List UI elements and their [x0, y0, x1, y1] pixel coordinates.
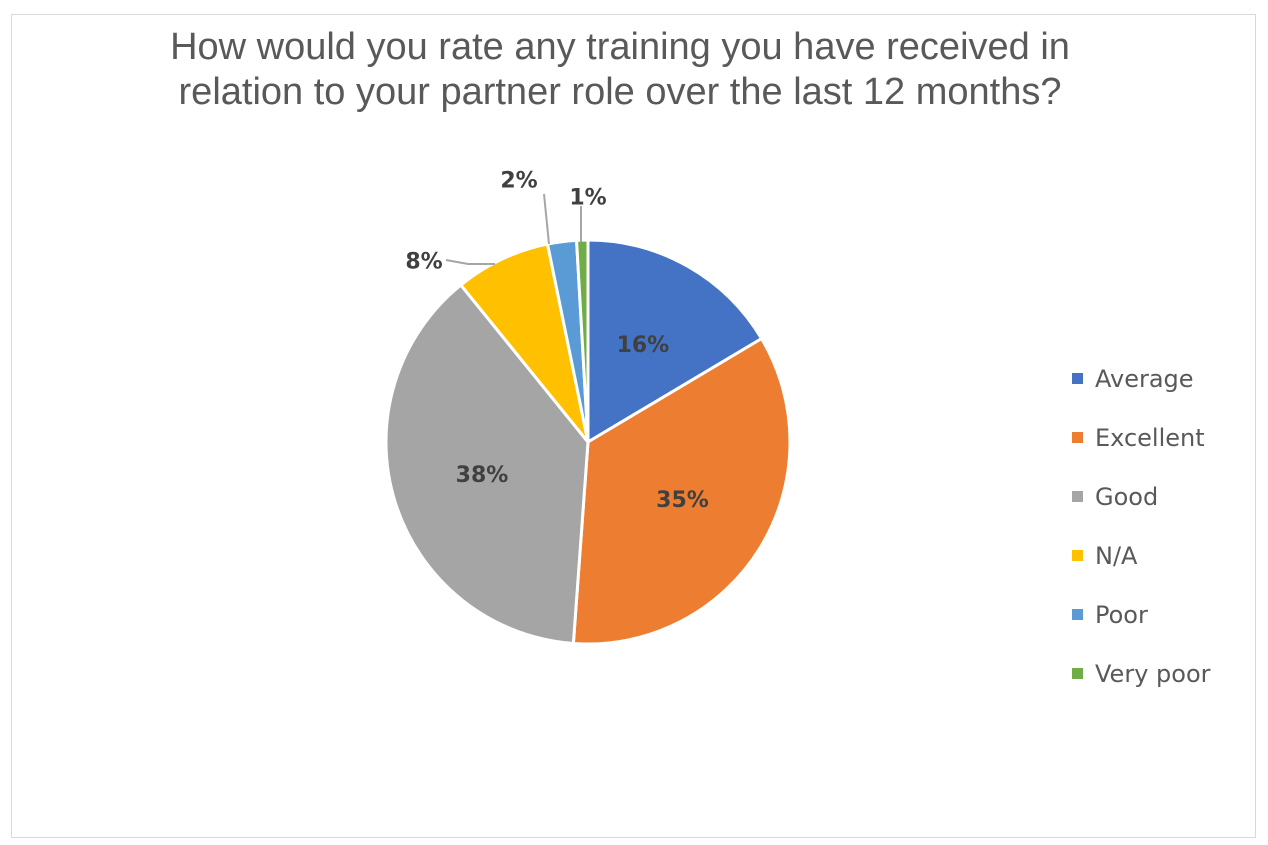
legend-label: Very poor [1095, 659, 1211, 688]
data-label-average: 16% [617, 333, 670, 358]
data-label-very-poor: 1% [569, 186, 606, 211]
legend-swatch [1072, 373, 1083, 384]
legend-swatch [1072, 432, 1083, 443]
legend-swatch [1072, 550, 1083, 561]
leader-line-n-a [445, 259, 495, 265]
data-labels: 16% 35% 38% 8% 2% 1% [405, 169, 709, 513]
pie-slice-good [384, 283, 590, 645]
legend-label: Good [1095, 482, 1159, 511]
legend-swatch [1072, 668, 1083, 679]
data-label-poor: 2% [500, 169, 537, 194]
legend-label: Poor [1095, 600, 1148, 629]
legend-label: N/A [1095, 541, 1138, 570]
legend-item-poor: Poor [1072, 585, 1211, 644]
legend-label: Excellent [1095, 423, 1205, 452]
legend-item-very-poor: Very poor [1072, 644, 1211, 703]
data-label-excellent: 35% [656, 488, 709, 513]
legend-swatch [1072, 491, 1083, 502]
legend-label: Average [1095, 364, 1194, 393]
pie-slices [384, 238, 792, 646]
pie-slice-excellent [571, 337, 792, 646]
legend-item-average: Average [1072, 349, 1211, 408]
legend-swatch [1072, 609, 1083, 620]
legend-item-excellent: Excellent [1072, 408, 1211, 467]
leader-line-poor [543, 193, 550, 245]
chart-title: How would you rate any training you have… [170, 26, 1070, 113]
legend-item-na: N/A [1072, 526, 1211, 585]
data-label-good: 38% [456, 463, 509, 488]
legend-item-good: Good [1072, 467, 1211, 526]
data-label-n-a: 8% [405, 250, 442, 275]
legend: Average Excellent Good N/A Poor Very poo… [1072, 349, 1211, 703]
leader-lines [445, 193, 582, 265]
pie-slice-average [586, 238, 764, 444]
pie-slice-very-poor [575, 238, 590, 444]
